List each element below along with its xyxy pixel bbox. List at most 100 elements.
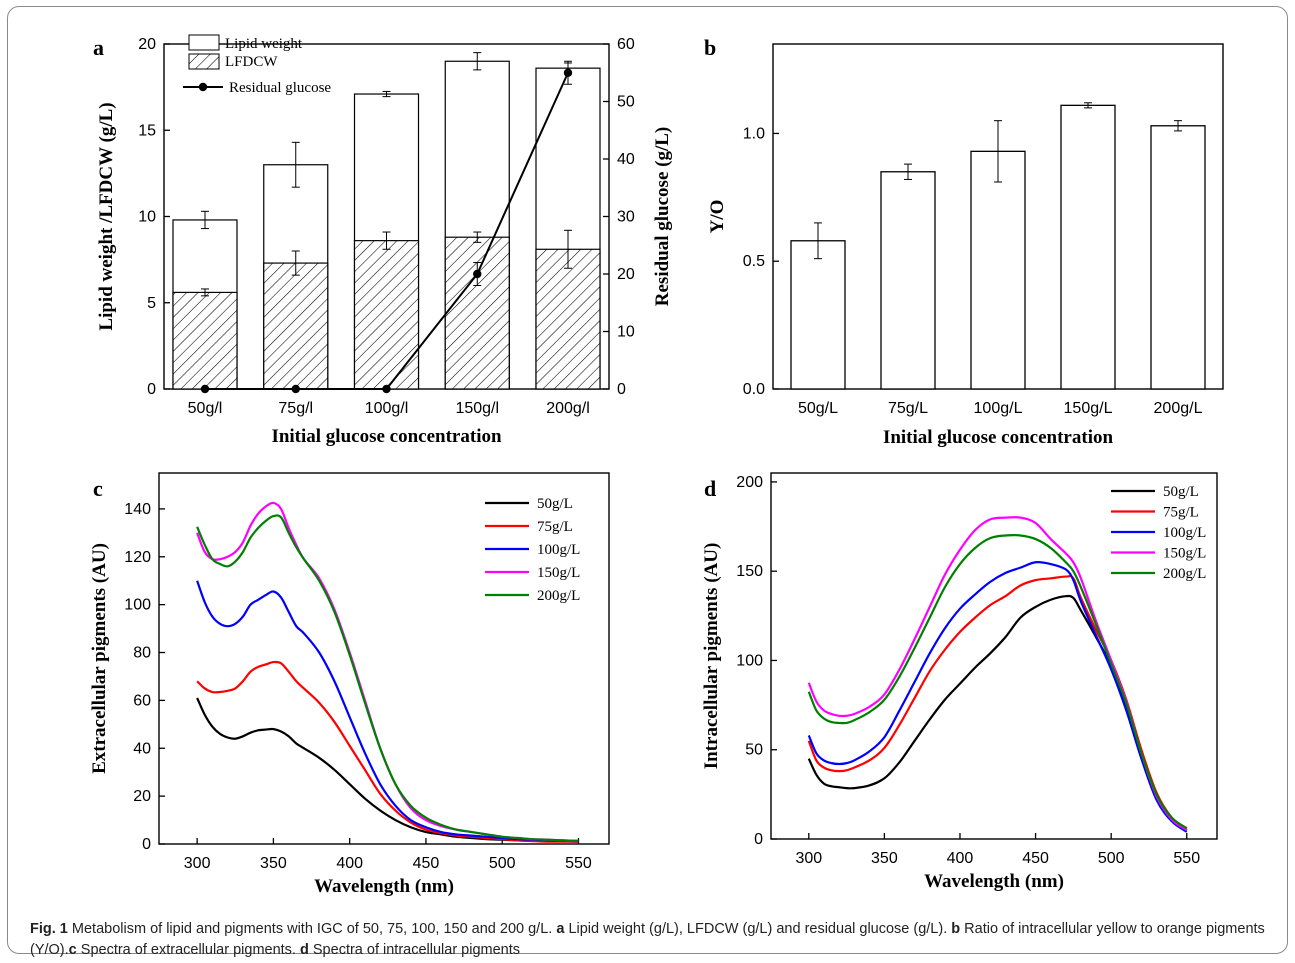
panel-c-y-axis: 0 20 40 60 80 100 120 140 <box>124 501 165 853</box>
bar-yo <box>880 171 936 390</box>
y2-tick-label: 0 <box>617 381 626 398</box>
bar-lfdcw <box>172 291 238 390</box>
x-tick-label: 150g/L <box>1064 400 1113 417</box>
caption-panel-ref: c <box>68 942 77 958</box>
legend-label: 100g/L <box>1163 525 1206 541</box>
x-tick-label: 500 <box>1098 850 1125 867</box>
legend-label: 100g/L <box>537 542 580 558</box>
panel-a-y2-axis: 0 10 20 30 40 50 60 <box>603 36 635 398</box>
x-tick-label: 75g/l <box>278 400 313 417</box>
y-tick-label: 120 <box>124 549 151 566</box>
y-tick-label: 200 <box>736 474 763 491</box>
y2-tick-label: 60 <box>617 36 635 53</box>
x-tick-label: 150g/l <box>455 400 499 417</box>
y2-tick-label: 40 <box>617 151 635 168</box>
legend-label: 200g/L <box>537 588 580 604</box>
bar-lfdcw <box>444 236 510 390</box>
series-line-75g-L <box>807 575 1188 831</box>
y-tick-label: 60 <box>133 692 151 709</box>
bar-yo <box>1150 125 1206 390</box>
panel-c-legend: 50g/L 75g/L 100g/L 150g/L 200g/L <box>485 496 580 604</box>
y2-tick-label: 50 <box>617 94 635 111</box>
series-line-150g-L <box>807 516 1188 831</box>
y-tick-label: 50 <box>745 742 763 759</box>
panel-label-a: a <box>93 35 104 60</box>
x-tick-label: 450 <box>1022 850 1049 867</box>
y-tick-label: 40 <box>133 740 151 757</box>
y2-tick-label: 30 <box>617 209 635 226</box>
legend-label-lipid: Lipid weight <box>225 36 303 52</box>
y-tick-label: 1.0 <box>743 125 765 142</box>
y-axis-title: Extracellular pigments (AU) <box>89 543 110 774</box>
legend-label: 150g/L <box>537 565 580 581</box>
series-line-150g-L <box>196 501 579 842</box>
y-tick-label: 0 <box>142 836 151 853</box>
caption-panel-ref: b <box>951 921 961 937</box>
x-tick-label: 200g/L <box>1154 400 1203 417</box>
legend-label: 50g/L <box>1163 484 1199 500</box>
plot-frame <box>770 472 1218 840</box>
y-tick-label: 100 <box>124 597 151 614</box>
x-tick-label: 50g/L <box>798 400 838 417</box>
x-tick-label: 400 <box>947 850 974 867</box>
caption-segment: Spectra of intracellular pigments <box>308 942 521 958</box>
x-tick-label: 75g/L <box>888 400 928 417</box>
x-tick-label: 300 <box>795 850 822 867</box>
x-tick-label: 400 <box>336 855 363 872</box>
figure-plots: a 50g/l 75g/l 100g/l 150g/l 200g/l Lipid weigh… <box>89 34 1224 897</box>
y-axis-title: Intracellular pigments (AU) <box>701 543 722 770</box>
point-residual-glucose <box>291 384 300 394</box>
legend-label: 75g/L <box>537 519 573 535</box>
caption-segment: Spectra of extracellular pigments. <box>76 942 300 958</box>
panel-a-legend: Lipid weight LFDCW Residual glucose <box>183 34 331 96</box>
caption-panel-ref: d <box>300 942 309 958</box>
legend-marker-glucose <box>198 82 208 92</box>
legend-label: 75g/L <box>1163 505 1199 521</box>
y-tick-label: 100 <box>736 652 763 669</box>
x-tick-label: 50g/l <box>188 400 223 417</box>
bar-lfdcw <box>535 248 601 390</box>
panel-label-b: b <box>704 35 716 60</box>
y-tick-label: 5 <box>147 295 156 312</box>
y-tick-label: 140 <box>124 501 151 518</box>
panel-label-c: c <box>93 476 103 501</box>
x-tick-label: 200g/l <box>546 400 590 417</box>
panel-a-y-axis: 0 5 10 15 20 <box>138 36 170 398</box>
legend-label-glucose: Residual glucose <box>229 80 331 96</box>
legend-label: 50g/L <box>537 496 573 512</box>
legend-swatch-lfdcw <box>188 53 220 70</box>
x-tick-label: 100g/L <box>974 400 1023 417</box>
x-axis-title: Initial glucose concentration <box>883 427 1114 448</box>
x-axis-title: Wavelength (nm) <box>314 876 454 897</box>
panel-b: b 50g/L 75g/L 100g/L 150g/L 200g/L Initial glu… <box>704 35 1224 448</box>
y-tick-label: 20 <box>138 36 156 53</box>
x-tick-label: 550 <box>1173 850 1200 867</box>
y-tick-label: 0.0 <box>743 381 765 398</box>
caption-panel-ref: a <box>556 921 565 937</box>
bar-yo <box>970 150 1026 390</box>
caption-segment: Lipid weight (g/L), LFDCW (g/L) and resi… <box>564 921 952 937</box>
x-tick-label: 100g/l <box>365 400 409 417</box>
y-tick-label: 80 <box>133 645 151 662</box>
bar-lfdcw <box>353 240 420 390</box>
caption-fig-label: Fig. 1 <box>30 921 68 937</box>
series-line-75g-L <box>196 660 579 843</box>
y-tick-label: 10 <box>138 209 156 226</box>
point-residual-glucose <box>200 384 210 394</box>
panel-label-d: d <box>704 476 716 501</box>
y2-tick-label: 20 <box>617 266 635 283</box>
bar-lfdcw <box>263 262 329 390</box>
y2-tick-label: 10 <box>617 324 635 341</box>
x-tick-label: 550 <box>565 855 592 872</box>
x-axis-title: Wavelength (nm) <box>924 871 1064 892</box>
caption-segment: Ratio of intracellular yellow to orange … <box>30 921 1265 958</box>
y-tick-label: 0.5 <box>743 253 765 270</box>
y-tick-label: 0 <box>147 381 156 398</box>
figure-frame: a 50g/l 75g/l 100g/l 150g/l 200g/l Lipid weigh… <box>7 6 1288 958</box>
legend-swatch-lipid <box>188 34 220 51</box>
x-tick-label: 350 <box>871 850 898 867</box>
y-tick-label: 20 <box>133 788 151 805</box>
y-tick-label: 0 <box>754 831 763 848</box>
